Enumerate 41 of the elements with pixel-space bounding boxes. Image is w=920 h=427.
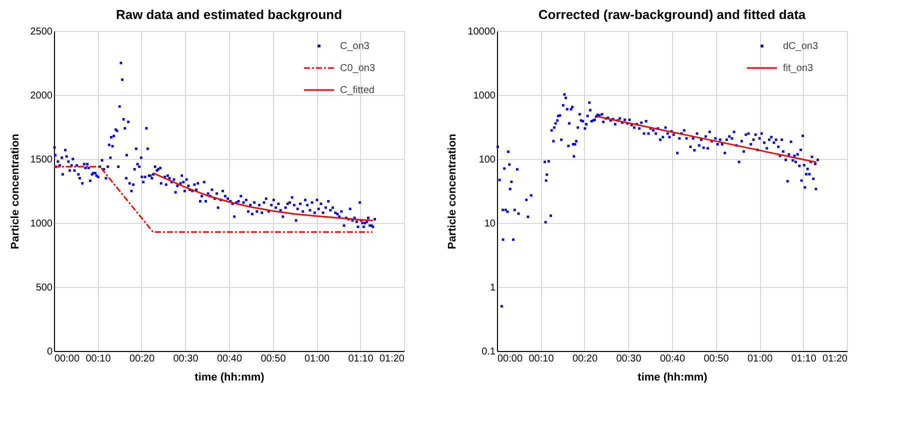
x-tick-label: 01:10 — [791, 354, 817, 364]
y-tick-label: 1000 — [473, 90, 496, 102]
x-tick-label: 00:00 — [498, 354, 523, 364]
x-tick-label: 00:00 — [54, 354, 80, 364]
legend-label: C_fitted — [340, 85, 374, 96]
chart-title: Corrected (raw-background) and fitted data — [538, 7, 806, 22]
y-tick-label: 1 — [490, 282, 496, 294]
y-tick-label: 500 — [36, 282, 53, 294]
y-tick-label: 100 — [478, 154, 496, 166]
x-axis-title: time (hh:mm) — [194, 372, 265, 384]
x-tick-label: 00:50 — [704, 354, 730, 364]
x-axis-title: time (hh:mm) — [638, 372, 708, 384]
x-tick-label: 01:20 — [822, 354, 848, 364]
x-tick-label: 00:20 — [129, 354, 155, 364]
x-tick-label: 01:20 — [379, 354, 405, 364]
y-tick-label: 1000 — [30, 218, 53, 230]
x-tick-label: 00:30 — [173, 354, 199, 364]
x-tick-label: 00:10 — [528, 354, 554, 364]
legend-label: fit_on3 — [783, 63, 814, 74]
y-tick-label: 0 — [46, 346, 53, 358]
x-tick-label: 01:10 — [348, 354, 374, 364]
x-tick-label: 00:10 — [86, 354, 112, 364]
x-tick-label: 00:20 — [572, 354, 598, 364]
y-tick-label: 10 — [484, 218, 496, 230]
legend-label: C0_on3 — [340, 63, 376, 74]
y-tick-label: 1500 — [30, 154, 53, 166]
y-axis-title: Particle concentration — [446, 133, 459, 250]
y-tick-label: 2500 — [30, 26, 53, 38]
x-tick-label: 00:50 — [260, 354, 286, 364]
x-tick-label: 00:40 — [216, 354, 242, 364]
legend-label: dC_on3 — [783, 41, 818, 52]
y-tick-label: 2000 — [30, 90, 53, 102]
x-tick-label: 00:30 — [616, 354, 642, 364]
y-tick-label: 10000 — [468, 26, 496, 38]
chart-title: Raw data and estimated background — [116, 7, 342, 22]
legend-label: C_on3 — [340, 41, 370, 52]
y-axis-title: Particle concentration — [9, 133, 22, 250]
x-tick-label: 01:00 — [304, 354, 330, 364]
x-tick-label: 01:00 — [747, 354, 773, 364]
y-tick-label: 0.1 — [482, 346, 496, 358]
x-tick-label: 00:40 — [660, 354, 686, 364]
